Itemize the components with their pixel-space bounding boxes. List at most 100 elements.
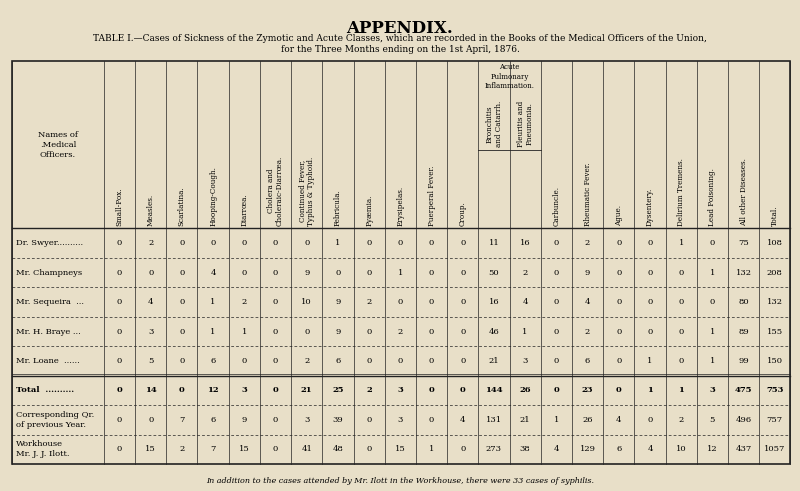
Text: 1: 1 xyxy=(242,327,247,335)
Text: 129: 129 xyxy=(579,445,595,453)
Text: 21: 21 xyxy=(301,386,313,394)
Text: 0: 0 xyxy=(710,298,715,306)
Text: 0: 0 xyxy=(179,327,185,335)
Text: Lead Poisoning.: Lead Poisoning. xyxy=(708,167,716,225)
Text: 2: 2 xyxy=(585,239,590,247)
Text: 753: 753 xyxy=(766,386,783,394)
Text: 12: 12 xyxy=(707,445,718,453)
Text: 3: 3 xyxy=(710,386,715,394)
Text: APPENDIX.: APPENDIX. xyxy=(346,20,454,37)
Text: 1: 1 xyxy=(335,239,341,247)
Text: 0: 0 xyxy=(273,327,278,335)
Text: 1: 1 xyxy=(647,386,653,394)
Text: 3: 3 xyxy=(242,386,247,394)
Text: 0: 0 xyxy=(616,239,622,247)
Text: 0: 0 xyxy=(273,357,278,365)
Text: 0: 0 xyxy=(429,357,434,365)
Text: All other Diseases.: All other Diseases. xyxy=(739,158,747,225)
Text: 0: 0 xyxy=(460,239,466,247)
Text: 0: 0 xyxy=(335,269,341,276)
Text: 0: 0 xyxy=(647,269,653,276)
Text: 2: 2 xyxy=(304,357,310,365)
Text: 0: 0 xyxy=(148,416,154,424)
Text: Rheumatic Fever.: Rheumatic Fever. xyxy=(583,162,591,225)
Text: 150: 150 xyxy=(766,357,782,365)
Text: 5: 5 xyxy=(148,357,154,365)
Text: Corresponding Qr.
of previous Year.: Corresponding Qr. of previous Year. xyxy=(16,411,94,429)
Text: Ague.: Ague. xyxy=(614,205,622,225)
Text: 0: 0 xyxy=(429,239,434,247)
Text: 0: 0 xyxy=(460,269,466,276)
Text: 46: 46 xyxy=(489,327,499,335)
Text: Bronchitis
and Catarrh.: Bronchitis and Catarrh. xyxy=(486,101,502,147)
Text: 48: 48 xyxy=(333,445,343,453)
Text: Total.: Total. xyxy=(770,205,778,225)
Text: 2: 2 xyxy=(148,239,154,247)
Text: 1: 1 xyxy=(647,357,653,365)
Text: 0: 0 xyxy=(304,327,310,335)
Text: Continued Fever,
Typhus & Typhoid.: Continued Fever, Typhus & Typhoid. xyxy=(298,156,315,225)
Text: Erysipelas.: Erysipelas. xyxy=(396,186,404,225)
Text: 0: 0 xyxy=(616,327,622,335)
Text: 4: 4 xyxy=(210,269,216,276)
Text: 7: 7 xyxy=(179,416,185,424)
Text: 0: 0 xyxy=(616,386,622,394)
Text: 0: 0 xyxy=(616,357,622,365)
Text: 0: 0 xyxy=(647,298,653,306)
Text: 0: 0 xyxy=(242,239,247,247)
Text: 0: 0 xyxy=(554,298,559,306)
Text: 0: 0 xyxy=(616,269,622,276)
Text: 15: 15 xyxy=(239,445,250,453)
Text: Croup.: Croup. xyxy=(458,201,466,225)
Text: 0: 0 xyxy=(273,239,278,247)
Text: 0: 0 xyxy=(710,239,715,247)
Text: 0: 0 xyxy=(647,416,653,424)
Text: 0: 0 xyxy=(678,269,684,276)
Text: 3: 3 xyxy=(522,357,528,365)
Text: 80: 80 xyxy=(738,298,749,306)
Text: 0: 0 xyxy=(429,298,434,306)
Text: 475: 475 xyxy=(735,386,752,394)
Text: 4: 4 xyxy=(522,298,528,306)
Text: 2: 2 xyxy=(522,269,528,276)
Text: 2: 2 xyxy=(242,298,247,306)
Text: 0: 0 xyxy=(429,327,434,335)
Text: Acute
Pulmonary
Inflammation.: Acute Pulmonary Inflammation. xyxy=(485,63,534,90)
Text: 4: 4 xyxy=(460,416,466,424)
Text: 0: 0 xyxy=(273,269,278,276)
Text: 5: 5 xyxy=(710,416,715,424)
Text: Pyæmia.: Pyæmia. xyxy=(365,194,373,225)
Text: 0: 0 xyxy=(398,298,403,306)
Text: 4: 4 xyxy=(554,445,559,453)
Text: 757: 757 xyxy=(766,416,783,424)
Text: 0: 0 xyxy=(554,386,559,394)
Text: 0: 0 xyxy=(117,416,122,424)
Text: Carbuncle.: Carbuncle. xyxy=(552,186,560,225)
Text: 0: 0 xyxy=(179,357,185,365)
Text: 0: 0 xyxy=(678,327,684,335)
Text: 0: 0 xyxy=(242,357,247,365)
Text: 0: 0 xyxy=(429,386,434,394)
Text: 0: 0 xyxy=(460,298,466,306)
Text: 41: 41 xyxy=(302,445,312,453)
Text: 2: 2 xyxy=(678,416,684,424)
Text: 0: 0 xyxy=(398,239,403,247)
Text: Measles.: Measles. xyxy=(146,193,154,225)
Text: Diarrœa.: Diarrœa. xyxy=(240,193,248,225)
Text: 11: 11 xyxy=(489,239,499,247)
Text: 1057: 1057 xyxy=(764,445,786,453)
Text: 0: 0 xyxy=(366,416,372,424)
Text: Small-Pox.: Small-Pox. xyxy=(115,187,123,225)
Text: 4: 4 xyxy=(647,445,653,453)
Text: 1: 1 xyxy=(210,298,216,306)
Text: Dysentery.: Dysentery. xyxy=(646,187,654,225)
Text: 12: 12 xyxy=(207,386,219,394)
Text: 0: 0 xyxy=(273,445,278,453)
Text: 108: 108 xyxy=(766,239,782,247)
Text: 3: 3 xyxy=(148,327,154,335)
Text: 0: 0 xyxy=(179,239,185,247)
Text: 50: 50 xyxy=(489,269,499,276)
Text: 0: 0 xyxy=(678,357,684,365)
Text: 208: 208 xyxy=(767,269,782,276)
Text: 0: 0 xyxy=(117,445,122,453)
